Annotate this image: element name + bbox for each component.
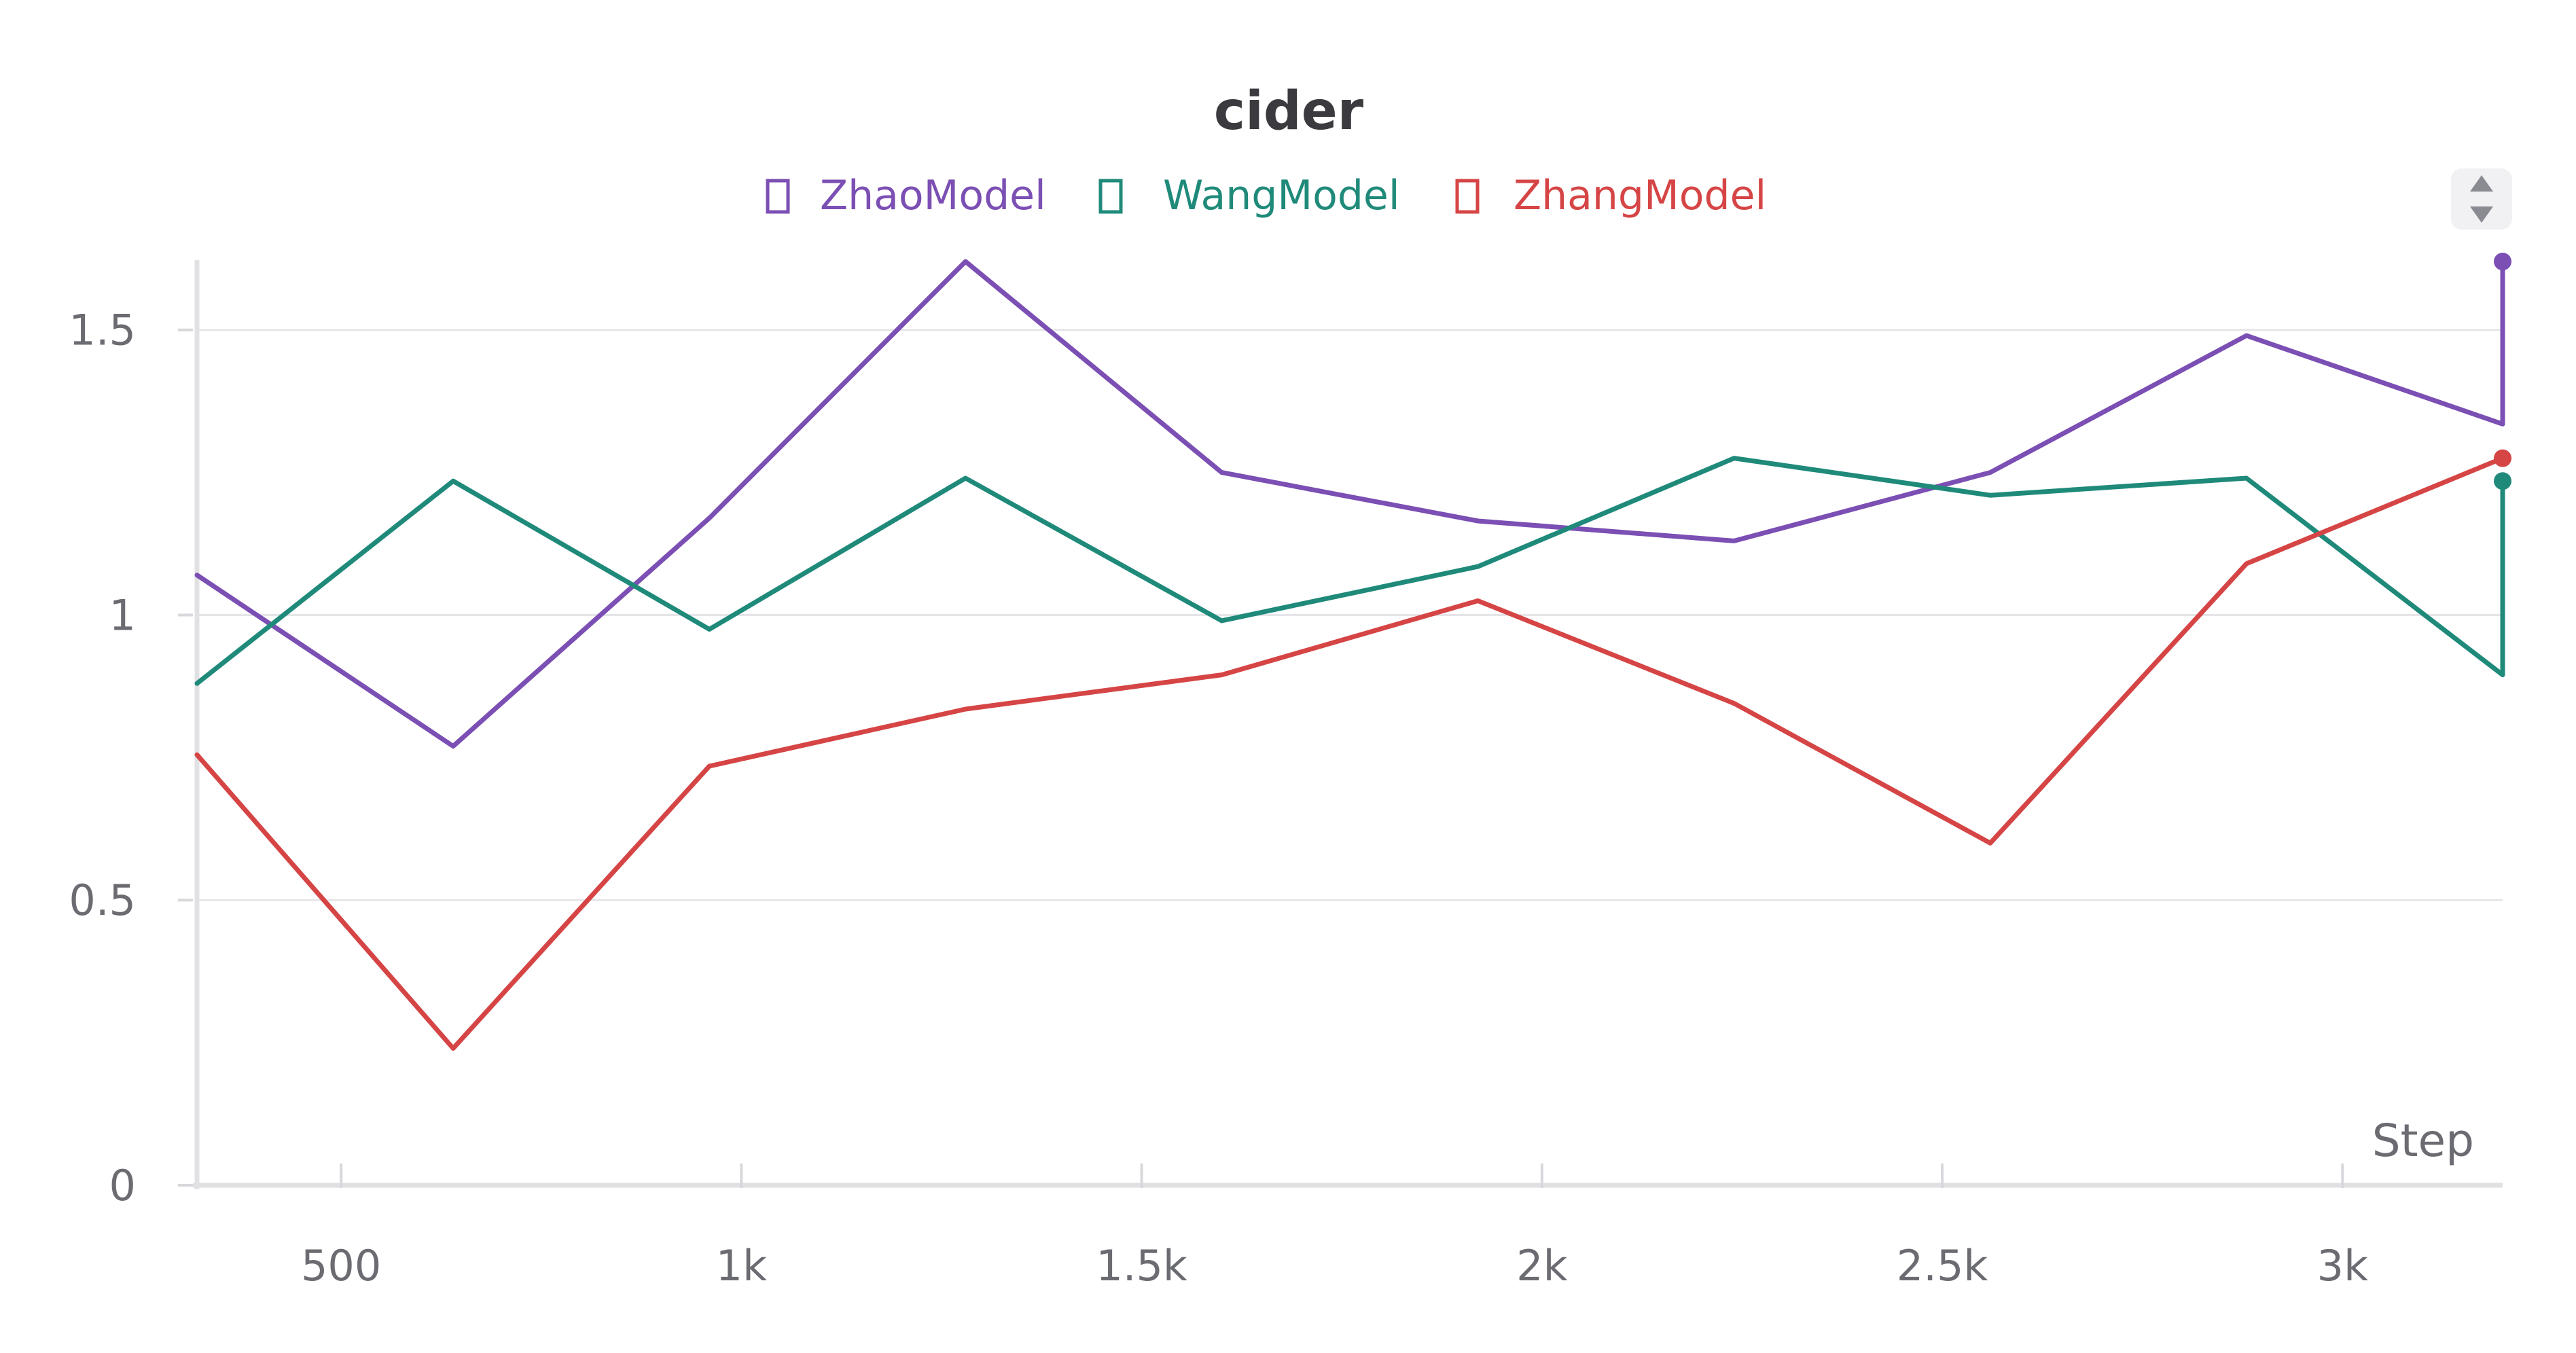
grid-lines (197, 329, 2503, 901)
legend-label: WangModel (1163, 172, 1400, 219)
x-tick-label: 2.5k (1897, 1241, 1988, 1291)
sort-up-down-icon (2470, 175, 2493, 223)
legend: ZhaoModel WangModel ZhangModel (766, 172, 1766, 219)
legend-item-zhaomodel[interactable]: ZhaoModel (766, 172, 1046, 219)
y-tick-label: 1 (109, 590, 136, 640)
series-line-zhangmodel (194, 456, 2505, 1051)
legend-swatch (1455, 179, 1480, 214)
series-endpoint-zhangmodel (2494, 449, 2511, 467)
series-layer (194, 253, 2511, 1051)
y-tick-label: 0 (109, 1161, 136, 1210)
x-tick-label: 1.5k (1096, 1241, 1187, 1291)
legend-label: ZhaoModel (820, 172, 1046, 219)
x-axis-ticks: 500 1k 1.5k 2k 2.5k 3k (301, 1163, 2368, 1291)
x-tick-label: 3k (2317, 1241, 2368, 1291)
legend-label: ZhangModel (1514, 172, 1766, 219)
legend-item-wangmodel[interactable]: WangModel (1098, 172, 1400, 219)
x-tick-label: 1k (716, 1241, 767, 1291)
x-tick-label: 2k (1516, 1241, 1567, 1291)
y-tick-label: 1.5 (69, 306, 136, 355)
chart-title: cider (1214, 81, 1364, 142)
x-axis-title: Step (2372, 1115, 2474, 1167)
series-line-zhaomodel (194, 259, 2505, 749)
legend-swatch (766, 179, 790, 214)
series-endpoint-zhaomodel (2494, 253, 2511, 270)
legend-swatch (1098, 179, 1123, 214)
axes (193, 260, 2503, 1189)
x-tick-label: 500 (301, 1241, 381, 1291)
y-axis-ticks: 0 0.5 1 1.5 (69, 306, 193, 1210)
legend-item-zhangmodel[interactable]: ZhangModel (1455, 172, 1766, 219)
series-line-wangmodel (194, 456, 2505, 686)
y-tick-label: 0.5 (69, 876, 136, 925)
series-endpoint-wangmodel (2494, 472, 2511, 490)
sort-control[interactable] (2451, 168, 2512, 230)
